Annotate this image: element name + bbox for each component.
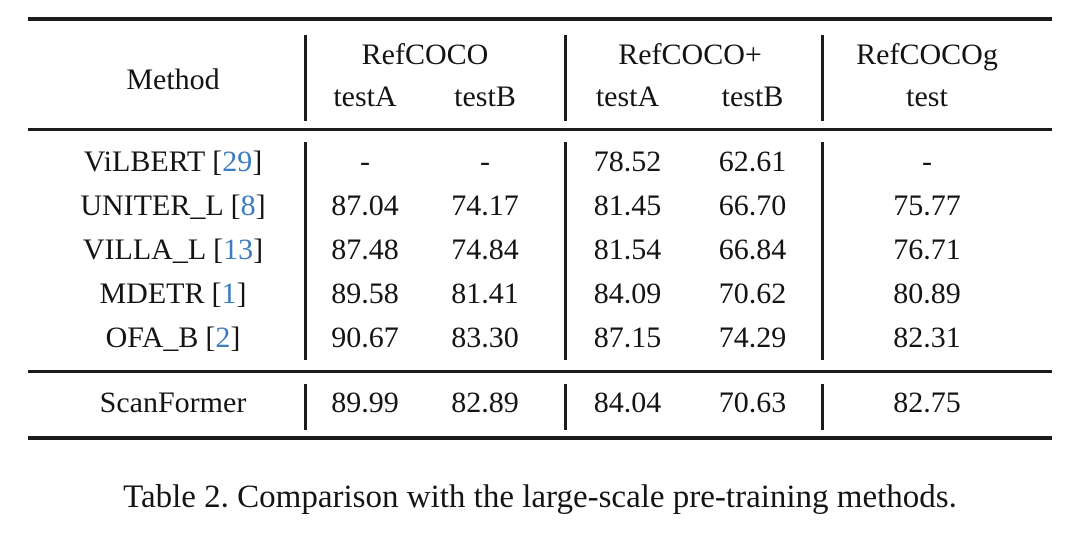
column-divider [821,142,824,360]
group-header-refcoco: RefCOCO [361,38,489,71]
score-cell: 82.75 [893,386,961,419]
method-name: MDETR [99,277,205,310]
citation-link[interactable]: 1 [221,277,237,310]
score-cell: 78.52 [593,145,662,178]
citation-link[interactable]: 8 [240,189,256,222]
subcolumn-header-testa: testA [333,80,397,113]
column-divider [304,384,307,430]
score-cell: 76.71 [893,233,961,266]
subcolumn-header-testb: testB [454,80,516,113]
citation-bracket-open: [ [211,277,222,310]
score-cell: 84.09 [593,277,662,310]
method-name: ViLBERT [83,145,206,178]
citation-bracket-close: ] [253,233,264,266]
column-divider [564,384,567,430]
citation-bracket-close: ] [255,189,266,222]
score-cell: 90.67 [331,321,399,354]
method-cell: ScanFormer [99,386,247,419]
subcolumn-header-testb: testB [721,80,784,113]
score-cell: 89.99 [331,386,399,419]
table-row: ViLBERT[29] - - 78.52 62.61 - [0,140,1080,184]
column-divider [564,35,567,121]
column-divider [304,35,307,121]
column-divider [304,142,307,360]
citation-link[interactable]: 29 [222,145,253,178]
score-cell: 70.63 [718,386,787,419]
score-cell: 87.15 [593,321,662,354]
score-cell: - [360,145,370,178]
citation-bracket-open: [ [230,189,241,222]
method-name: UNITER_L [80,189,224,222]
score-cell: 74.29 [718,321,787,354]
method-cell: OFA_B[2] [28,316,318,360]
score-cell: - [922,145,932,178]
citation-bracket-close: ] [230,321,241,354]
citation-bracket-close: ] [236,277,247,310]
score-cell: 62.61 [718,145,787,178]
method-cell: VILLA_L[13] [28,228,318,272]
score-cell: 74.17 [451,189,519,222]
table-bottom-rule [28,436,1052,440]
subcolumn-header-test: test [906,80,948,113]
score-cell: 82.89 [451,386,519,419]
table-row-scanformer: ScanFormer 89.99 82.89 84.04 70.63 82.75 [0,378,1080,428]
score-cell: 84.04 [593,386,662,419]
score-cell: 66.84 [718,233,787,266]
citation-bracket-open: [ [212,145,223,178]
score-cell: 83.30 [451,321,519,354]
score-cell: - [480,145,490,178]
citation-bracket-open: [ [205,321,216,354]
table-row: VILLA_L[13] 87.48 74.84 81.54 66.84 76.7… [0,228,1080,272]
body-bottom-rule [28,370,1052,373]
citation-bracket-close: ] [252,145,263,178]
score-cell: 74.84 [451,233,519,266]
group-header-refcoco-plus: RefCOCO+ [618,38,762,71]
table-top-rule [28,17,1052,21]
table-row: MDETR[1] 89.58 81.41 84.09 70.62 80.89 [0,272,1080,316]
column-header-method: Method [126,63,220,96]
header-bottom-rule [28,128,1052,131]
table-row: UNITER_L[8] 87.04 74.17 81.45 66.70 75.7… [0,184,1080,228]
score-cell: 87.04 [331,189,399,222]
citation-link[interactable]: 13 [223,233,254,266]
method-cell: UNITER_L[8] [28,184,318,228]
score-cell: 80.89 [893,277,961,310]
score-cell: 89.58 [331,277,399,310]
score-cell: 82.31 [893,321,961,354]
column-divider [821,384,824,430]
column-divider [564,142,567,360]
score-cell: 70.62 [718,277,787,310]
table-caption: Table 2. Comparison with the large-scale… [123,479,957,515]
score-cell: 81.45 [593,189,662,222]
method-cell: MDETR[1] [28,272,318,316]
table-row: OFA_B[2] 90.67 83.30 87.15 74.29 82.31 [0,316,1080,360]
citation-link[interactable]: 2 [215,321,231,354]
citation-bracket-open: [ [213,233,224,266]
method-cell: ViLBERT[29] [28,140,318,184]
column-divider [821,35,824,121]
score-cell: 81.54 [593,233,662,266]
score-cell: 75.77 [893,189,961,222]
method-name: VILLA_L [82,233,207,266]
method-name: OFA_B [105,321,199,354]
subcolumn-header-testa: testA [595,80,660,113]
score-cell: 66.70 [718,189,787,222]
group-header-refcocog: RefCOCOg [856,38,998,71]
score-cell: 87.48 [331,233,399,266]
score-cell: 81.41 [451,277,519,310]
